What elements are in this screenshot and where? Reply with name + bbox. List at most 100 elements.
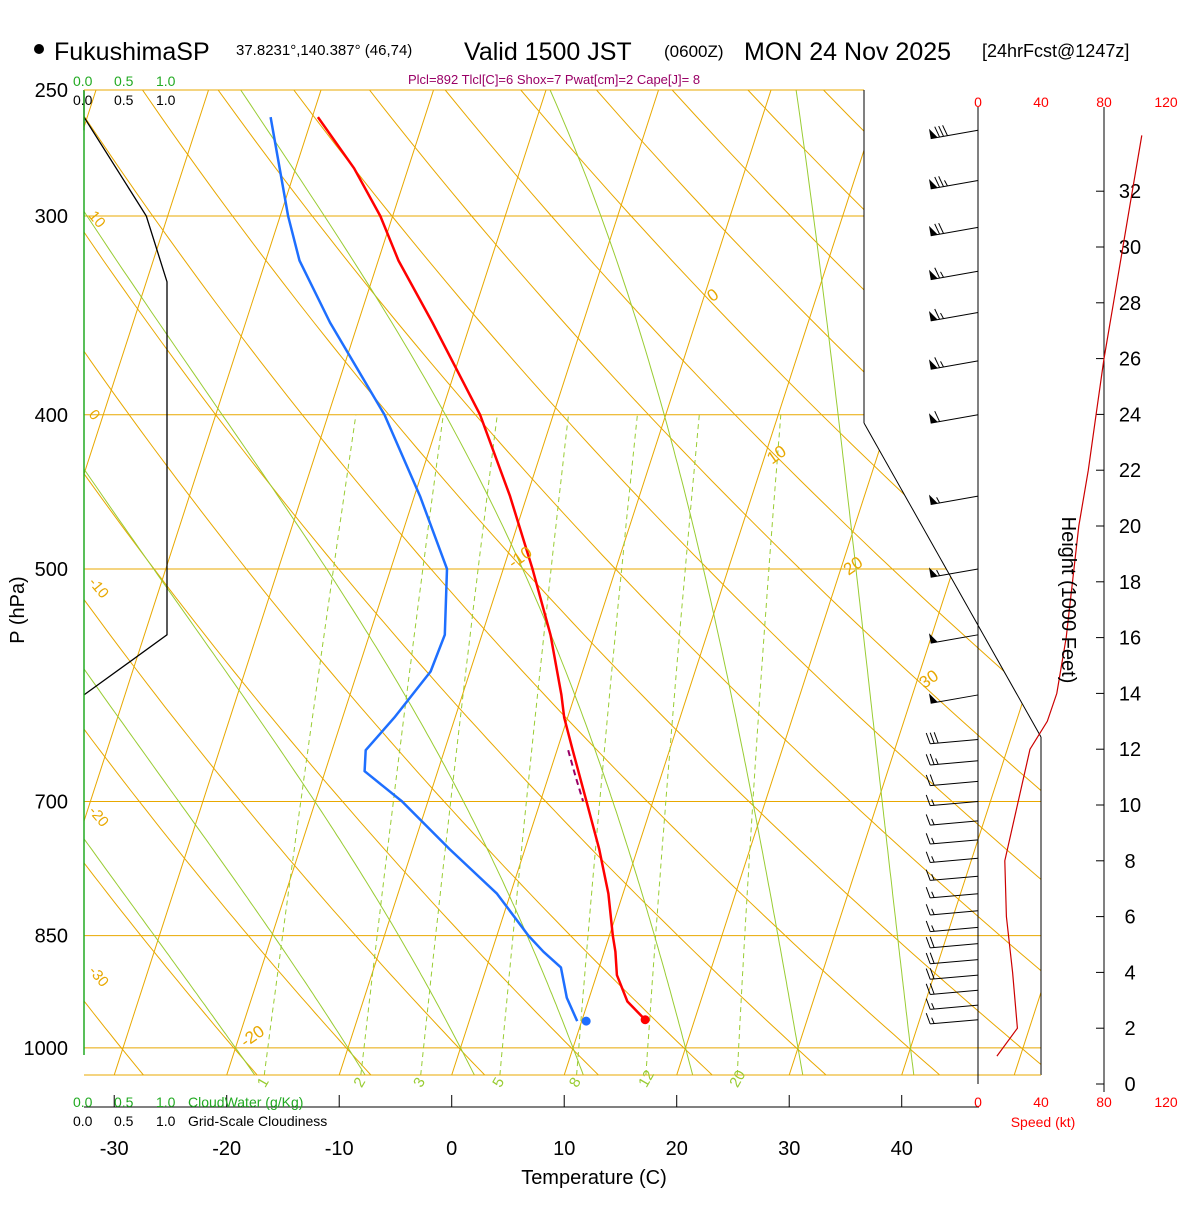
potential-temperature-label: -30 (85, 963, 112, 991)
dry-adiabat-line (67, 90, 940, 1075)
cloudiness-bottom-1: 0.5 (114, 1113, 134, 1129)
cloudiness-title: Grid-Scale Cloudiness (188, 1113, 327, 1129)
moist-adiabat-line (0, 90, 474, 1075)
x-tick-label: 40 (891, 1138, 913, 1160)
wind-barb-half-feather (937, 497, 940, 503)
wind-barb-feather (926, 1013, 930, 1024)
height-tick-label: 32 (1119, 181, 1141, 203)
wind-barb-staff (930, 944, 978, 948)
wind-barb (926, 968, 978, 979)
dry-adiabat-line (899, 90, 1200, 1075)
wind-barb-staff (930, 1020, 978, 1024)
isotherm-line (1014, 90, 1200, 1075)
wind-barb (929, 495, 978, 505)
mixing-ratio-label: 2 (350, 1075, 369, 1091)
wind-barb (926, 953, 978, 964)
wind-barb (926, 870, 978, 881)
speed-bottom-80: 80 (1096, 1094, 1112, 1110)
wind-barb-feather (926, 904, 930, 915)
mixing-ratio-line (577, 415, 638, 1075)
height-tick-label: 16 (1119, 628, 1141, 650)
cloudiness-top-0: 0.0 (73, 92, 93, 108)
x-tick-label: 20 (666, 1138, 688, 1160)
wind-barb (926, 732, 978, 743)
dry-adiabat-line (0, 90, 826, 1075)
cloudwater-bottom-1: 0.5 (114, 1094, 134, 1110)
height-tick-label: 0 (1124, 1074, 1135, 1096)
wind-barb-feather (926, 833, 930, 844)
wind-barb (926, 937, 978, 948)
wind-barb-staff (930, 960, 978, 964)
height-tick-label: 22 (1119, 460, 1141, 482)
x-tick-label: -30 (100, 1138, 129, 1160)
wind-barb-staff (930, 840, 978, 844)
grid-layer (0, 90, 1200, 1075)
wind-barb-feather (943, 125, 948, 135)
height-tick-label: 4 (1124, 962, 1135, 984)
wind-barb-half-feather (944, 180, 947, 186)
pressure-tick-label: 700 (35, 791, 68, 813)
wind-barb-staff (930, 876, 978, 880)
isotherm-line (339, 90, 658, 1075)
wind-barb-feather (930, 754, 934, 765)
wind-barb-half-feather (932, 1003, 935, 1009)
wind-barb-half-feather (941, 272, 944, 278)
wind-barb-half-feather (932, 925, 935, 931)
pressure-tick-label: 850 (35, 926, 68, 948)
isotherm-line (902, 90, 1200, 1075)
frame-layer (84, 90, 1041, 1107)
wind-barb (929, 125, 978, 138)
wind-barb-feather (926, 937, 930, 948)
wind-barb (926, 1013, 978, 1024)
wind-barb-feather (930, 953, 934, 964)
wind-barb-pennant (929, 495, 938, 505)
speed-top-120: 120 (1154, 94, 1178, 110)
pressure-tick-label: 300 (35, 206, 68, 228)
wind-barb-feather (926, 814, 930, 825)
wind-barb-half-feather (932, 799, 935, 805)
wind-barb-feather (930, 937, 934, 948)
stability-indices: Plcl=892 Tlcl[C]=6 Shox=7 Pwat[cm]=2 Cap… (408, 72, 700, 87)
wind-barb (926, 754, 978, 765)
height-tick-label: 26 (1119, 349, 1141, 371)
speed-top-40: 40 (1033, 94, 1049, 110)
isotherm-line (677, 90, 996, 1075)
station-coords: 37.8231°,140.387° (46,74) (236, 42, 412, 59)
cloudiness-top-2: 1.0 (156, 92, 176, 108)
wind-barb-feather (926, 775, 930, 786)
wind-barb-feather (934, 732, 938, 743)
mixing-ratio-label: 8 (566, 1075, 585, 1091)
cloudwater-top-2: 1.0 (156, 73, 176, 89)
mixing-ratio-line (264, 415, 356, 1075)
isotherm-label: -20 (237, 1022, 268, 1052)
moist-adiabat-line (241, 90, 693, 1075)
wind-barb-half-feather (937, 570, 940, 576)
wind-barb (929, 357, 978, 369)
wind-barb (929, 268, 978, 280)
wind-barb-half-feather (932, 892, 935, 898)
mixing-ratio-label: 1 (254, 1075, 273, 1091)
cloudwater-title: CloudWater (g/Kg) (188, 1094, 303, 1110)
valid-time: Valid 1500 JST (464, 38, 632, 66)
mixing-ratio-label: 3 (410, 1075, 429, 1091)
wind-barb-feather (926, 852, 930, 863)
cloudwater-bottom-0: 0.0 (73, 1094, 93, 1110)
wind-barb-half-feather (936, 758, 939, 764)
wind-barb (929, 176, 978, 189)
cloud-axes-bottom: 0.0 0.5 1.0 CloudWater (g/Kg) 0.0 0.5 1.… (73, 1094, 327, 1129)
dry-adiabat-line (597, 90, 1200, 1075)
isotherm-label: 20 (840, 553, 866, 579)
pressure-tick-label: 250 (35, 80, 68, 102)
wind-barb-feather (930, 968, 934, 979)
wind-barb-feather (926, 921, 930, 932)
wind-barb-staff (930, 927, 978, 931)
utc-time: (0600Z) (664, 42, 724, 61)
height-tick-label: 12 (1119, 739, 1141, 761)
profile-layer (271, 117, 650, 1026)
wind-barb-feather (939, 223, 944, 233)
mixing-ratio-label: 5 (489, 1075, 508, 1091)
wind-barb (926, 814, 978, 825)
wind-barb-column (926, 125, 978, 1024)
speed-top-0: 0 (974, 94, 982, 110)
